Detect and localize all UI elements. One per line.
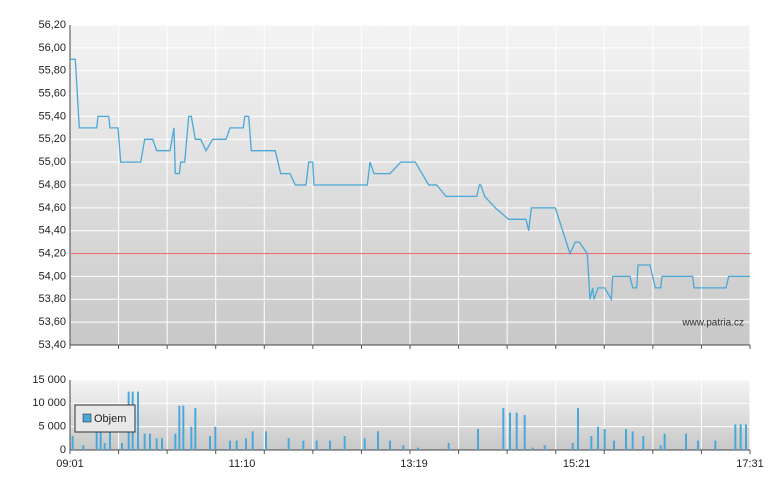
- volume-bar: [631, 431, 634, 450]
- volume-bar: [149, 433, 151, 450]
- volume-bar: [603, 429, 606, 450]
- volume-bar: [315, 440, 318, 450]
- volume-bar: [161, 438, 163, 450]
- y-tick-label: 56,20: [38, 19, 66, 31]
- volume-bar: [417, 447, 419, 450]
- y-tick-label: 55,40: [38, 110, 66, 122]
- y-tick-label: 5 000: [38, 421, 66, 433]
- volume-bar: [121, 443, 123, 450]
- volume-bar: [739, 424, 742, 450]
- volume-bar: [571, 443, 574, 450]
- x-tick-label: 13:19: [400, 458, 428, 470]
- volume-bar: [685, 433, 687, 450]
- volume-bar: [477, 429, 479, 450]
- volume-bar: [625, 429, 627, 450]
- y-tick-label: 10 000: [32, 397, 66, 409]
- x-tick-label: 17:31: [736, 458, 764, 470]
- y-tick-label: 54,00: [38, 270, 66, 282]
- y-tick-label: 54,80: [38, 179, 66, 191]
- legend-swatch: [82, 413, 92, 423]
- volume-bar: [174, 433, 177, 450]
- volume-bar: [109, 431, 111, 450]
- volume-bar: [82, 445, 85, 450]
- volume-bar: [590, 436, 593, 450]
- legend-label: Objem: [94, 413, 126, 425]
- volume-bar: [95, 426, 98, 450]
- volume-bar: [209, 436, 211, 450]
- volume-bar: [287, 438, 290, 450]
- volume-bar: [531, 447, 534, 450]
- y-tick-label: 55,00: [38, 156, 66, 168]
- y-tick-label: 0: [60, 444, 66, 456]
- watermark: www.patria.cz: [681, 318, 744, 329]
- volume-bar: [523, 415, 526, 450]
- x-tick-label: 09:01: [56, 458, 84, 470]
- volume-bar: [642, 436, 645, 450]
- y-tick-label: 54,60: [38, 202, 66, 214]
- volume-bar: [515, 412, 518, 450]
- y-tick-label: 15 000: [32, 374, 66, 386]
- volume-bar: [509, 412, 511, 450]
- volume-bar: [265, 431, 267, 450]
- volume-bar: [659, 445, 662, 450]
- volume-bar: [734, 424, 737, 450]
- volume-bar: [663, 433, 666, 450]
- volume-bar: [155, 438, 158, 450]
- volume-bar: [577, 408, 579, 450]
- y-tick-label: 56,00: [38, 42, 66, 54]
- volume-bar: [543, 445, 546, 450]
- volume-bar: [99, 426, 102, 450]
- volume-bar: [329, 440, 331, 450]
- volume-bar: [103, 443, 106, 450]
- volume-bar: [447, 443, 450, 450]
- volume-bar: [194, 408, 197, 450]
- volume-bar: [182, 405, 185, 450]
- volume-bar: [178, 405, 181, 450]
- y-tick-label: 53,60: [38, 316, 66, 328]
- volume-bar: [251, 431, 254, 450]
- y-tick-label: 55,80: [38, 65, 66, 77]
- volume-bar: [363, 438, 366, 450]
- y-tick-label: 55,20: [38, 133, 66, 145]
- volume-bar: [71, 436, 74, 450]
- volume-bar: [137, 391, 139, 450]
- volume-bar: [597, 426, 599, 450]
- volume-bar: [389, 440, 391, 450]
- x-tick-label: 15:21: [563, 458, 591, 470]
- volume-bar: [343, 436, 346, 450]
- y-tick-label: 55,60: [38, 87, 66, 99]
- volume-bar: [377, 431, 379, 450]
- price-line: [70, 58, 750, 302]
- y-tick-label: 53,40: [38, 339, 66, 351]
- volume-bar: [613, 440, 615, 450]
- volume-bar: [697, 440, 699, 450]
- volume-bar: [229, 440, 231, 450]
- y-tick-label: 54,40: [38, 225, 66, 237]
- volume-bar: [302, 440, 305, 450]
- x-tick-label: 11:10: [229, 458, 256, 470]
- volume-bar: [745, 424, 747, 450]
- volume-bar: [502, 408, 505, 450]
- volume-bar: [214, 426, 217, 450]
- volume-bar: [235, 440, 238, 450]
- y-tick-label: 54,20: [38, 247, 66, 259]
- volume-bar: [402, 445, 405, 450]
- volume-bar: [714, 440, 717, 450]
- volume-bar: [143, 433, 146, 450]
- volume-bar: [245, 438, 247, 450]
- y-tick-label: 53,80: [38, 293, 66, 305]
- volume-bar: [190, 426, 193, 450]
